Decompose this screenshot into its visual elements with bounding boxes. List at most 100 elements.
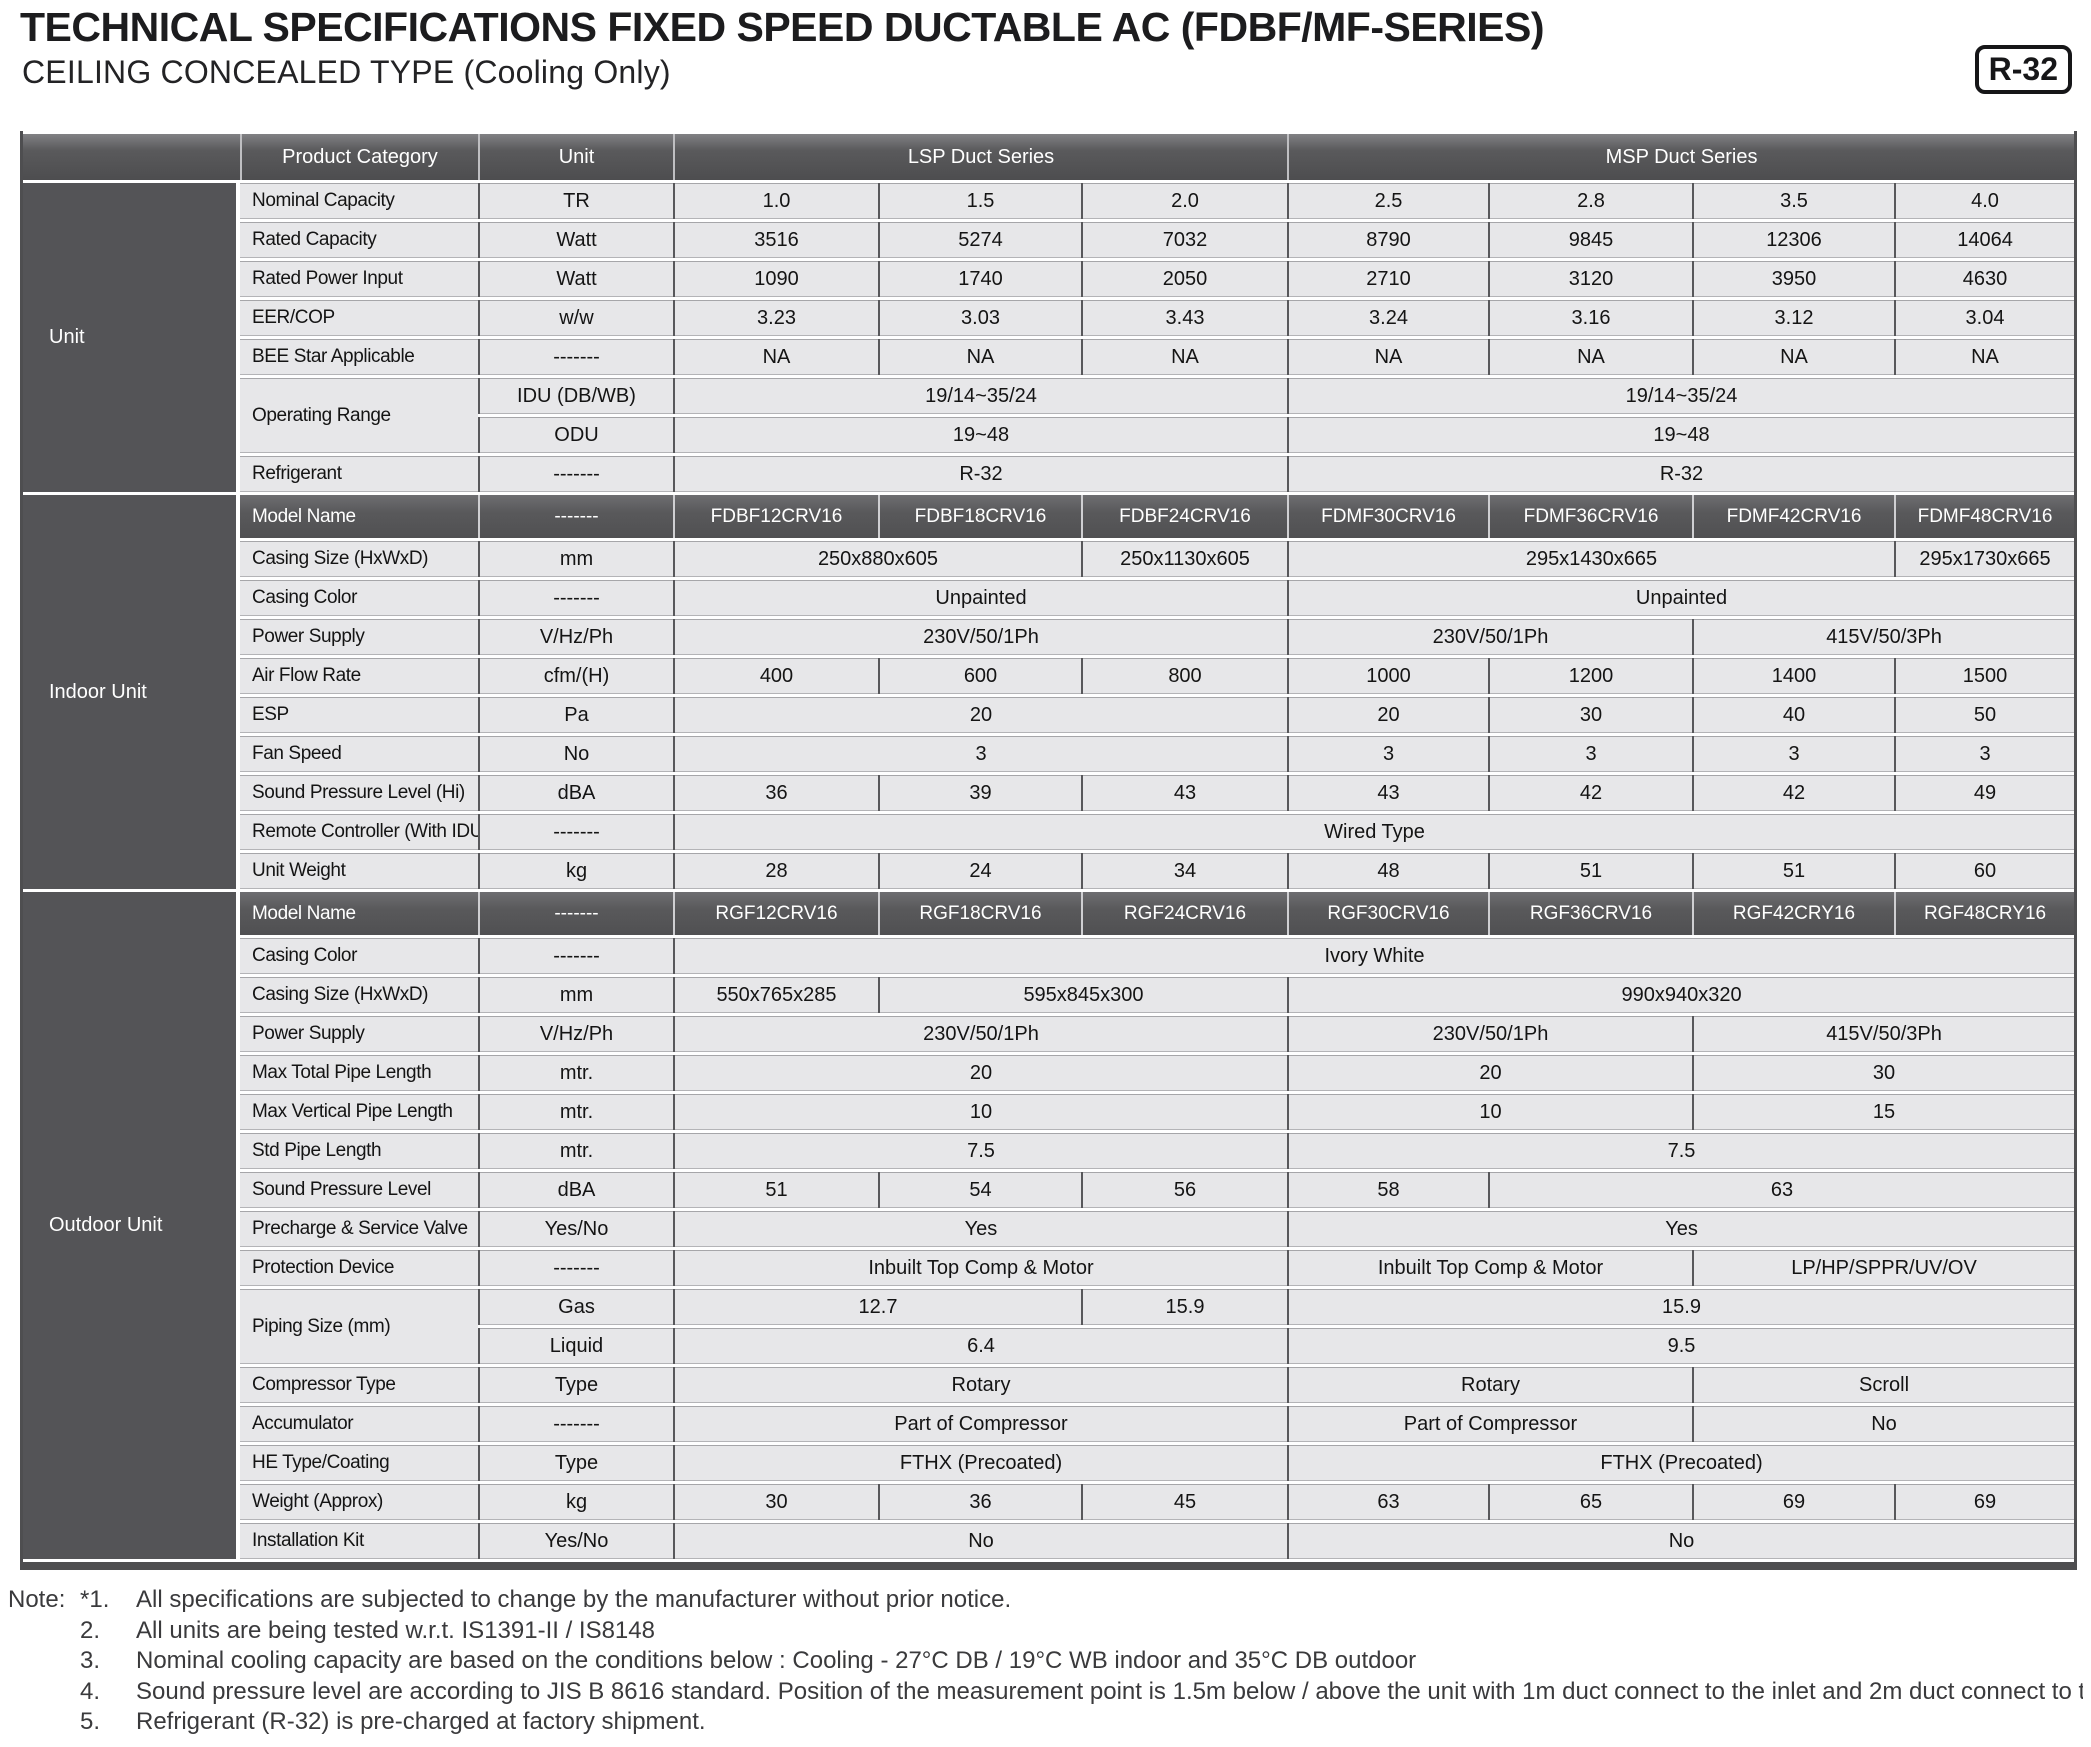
row-label: HE Type/Coating bbox=[240, 1445, 478, 1481]
row-unit: Watt bbox=[478, 222, 673, 258]
value-cell: RGF48CRY16 bbox=[1894, 892, 2075, 935]
value-cell: LP/HP/SPPR/UV/OV bbox=[1692, 1250, 2075, 1286]
row-label: Nominal Capacity bbox=[240, 183, 478, 219]
value-cell: 3 bbox=[1894, 736, 2075, 772]
value-cell: 30 bbox=[1692, 1055, 2075, 1091]
value-cell: 3 bbox=[673, 736, 1287, 772]
row-label: Std Pipe Length bbox=[240, 1133, 478, 1169]
row-unit: mtr. bbox=[478, 1055, 673, 1091]
refrigerant-badge: R-32 bbox=[1974, 45, 2072, 94]
value-cell: Rotary bbox=[1287, 1367, 1692, 1403]
row-unit: mm bbox=[478, 977, 673, 1013]
value-cell: 20 bbox=[673, 1055, 1287, 1091]
series-group-header: LSP Duct Series bbox=[673, 134, 1287, 180]
value-cell: 19~48 bbox=[673, 417, 1287, 453]
value-cell: NA bbox=[878, 339, 1081, 375]
value-cell: 3.43 bbox=[1081, 300, 1287, 336]
note-text: All specifications are subjected to chan… bbox=[136, 1586, 1012, 1613]
value-cell: No bbox=[1287, 1523, 2075, 1559]
value-cell: FDBF12CRV16 bbox=[673, 495, 878, 538]
note-text: Sound pressure level are according to JI… bbox=[136, 1677, 2083, 1705]
row-unit: Liquid bbox=[478, 1328, 673, 1364]
value-cell: 58 bbox=[1287, 1172, 1488, 1208]
row-label: Sound Pressure Level (Hi) bbox=[240, 775, 478, 811]
value-cell: 19/14~35/24 bbox=[1287, 378, 2075, 414]
value-cell: 800 bbox=[1081, 658, 1287, 694]
value-cell: 5274 bbox=[878, 222, 1081, 258]
row-unit: ------- bbox=[478, 580, 673, 616]
value-cell: Yes bbox=[1287, 1211, 2075, 1247]
value-cell: 63 bbox=[1488, 1172, 2075, 1208]
row-unit: ODU bbox=[478, 417, 673, 453]
value-cell: 20 bbox=[1287, 1055, 1692, 1091]
value-cell: 36 bbox=[878, 1484, 1081, 1520]
row-unit: mtr. bbox=[478, 1094, 673, 1130]
value-cell: FTHX (Precoated) bbox=[1287, 1445, 2075, 1481]
value-cell: 2050 bbox=[1081, 261, 1287, 297]
value-cell: FDMF48CRV16 bbox=[1894, 495, 2075, 538]
value-cell: Ivory White bbox=[673, 938, 2075, 974]
value-cell: 9.5 bbox=[1287, 1328, 2075, 1364]
value-cell: 30 bbox=[673, 1484, 878, 1520]
value-cell: FDBF18CRV16 bbox=[878, 495, 1081, 538]
value-cell: NA bbox=[1894, 339, 2075, 375]
row-label: Refrigerant bbox=[240, 456, 478, 492]
row-label: Max Vertical Pipe Length bbox=[240, 1094, 478, 1130]
row-label: Operating Range bbox=[240, 378, 478, 453]
section-label: Outdoor Unit bbox=[23, 892, 240, 1559]
value-cell: 20 bbox=[1287, 697, 1488, 733]
row-label: Rated Power Input bbox=[240, 261, 478, 297]
value-cell: 15.9 bbox=[1081, 1289, 1287, 1325]
note-number: 4. bbox=[80, 1677, 101, 1705]
value-cell: NA bbox=[1488, 339, 1692, 375]
value-cell: 250x880x605 bbox=[673, 541, 1081, 577]
value-cell: RGF12CRV16 bbox=[673, 892, 878, 935]
value-cell: 295x1430x665 bbox=[1287, 541, 1894, 577]
value-cell: 8790 bbox=[1287, 222, 1488, 258]
value-cell: 415V/50/3Ph bbox=[1692, 1016, 2075, 1052]
note-row: Note: *1. All specifications are subjected… bbox=[8, 1585, 2083, 1616]
value-cell: 550x765x285 bbox=[673, 977, 878, 1013]
value-cell: 15.9 bbox=[1287, 1289, 2075, 1325]
row-unit: Yes/No bbox=[478, 1211, 673, 1247]
value-cell: 24 bbox=[878, 853, 1081, 889]
value-cell: 295x1730x665 bbox=[1894, 541, 2075, 577]
value-cell: RGF42CRY16 bbox=[1692, 892, 1894, 935]
row-unit: Yes/No bbox=[478, 1523, 673, 1559]
row-label: Power Supply bbox=[240, 1016, 478, 1052]
value-cell: 60 bbox=[1894, 853, 2075, 889]
value-cell: 51 bbox=[1488, 853, 1692, 889]
note-row: 4. Sound pressure level are according to … bbox=[8, 1677, 2083, 1708]
row-label: Accumulator bbox=[240, 1406, 478, 1442]
row-unit: ------- bbox=[478, 339, 673, 375]
value-cell: FDMF30CRV16 bbox=[1287, 495, 1488, 538]
value-cell: No bbox=[673, 1523, 1287, 1559]
note-number: 2. bbox=[80, 1616, 101, 1644]
value-cell: 600 bbox=[878, 658, 1081, 694]
value-cell: 10 bbox=[673, 1094, 1287, 1130]
row-label: Precharge & Service Valve bbox=[240, 1211, 478, 1247]
value-cell: 56 bbox=[1081, 1172, 1287, 1208]
row-label: ESP bbox=[240, 697, 478, 733]
value-cell: Unpainted bbox=[1287, 580, 2075, 616]
value-cell: 4630 bbox=[1894, 261, 2075, 297]
value-cell: No bbox=[1692, 1406, 2075, 1442]
value-cell: 20 bbox=[673, 697, 1287, 733]
row-label: Model Name bbox=[240, 892, 478, 935]
value-cell: 1090 bbox=[673, 261, 878, 297]
value-cell: 2710 bbox=[1287, 261, 1488, 297]
page-title: TECHNICAL SPECIFICATIONS FIXED SPEED DUC… bbox=[20, 4, 1545, 50]
value-cell: Rotary bbox=[673, 1367, 1287, 1403]
row-label: Compressor Type bbox=[240, 1367, 478, 1403]
value-cell: 51 bbox=[673, 1172, 878, 1208]
value-cell: RGF18CRV16 bbox=[878, 892, 1081, 935]
value-cell: 7.5 bbox=[1287, 1133, 2075, 1169]
row-label: EER/COP bbox=[240, 300, 478, 336]
value-cell: 3.23 bbox=[673, 300, 878, 336]
row-label: Model Name bbox=[240, 495, 478, 538]
row-unit: Type bbox=[478, 1445, 673, 1481]
value-cell: 19~48 bbox=[1287, 417, 2075, 453]
row-label: Casing Color bbox=[240, 580, 478, 616]
value-cell: 1.0 bbox=[673, 183, 878, 219]
value-cell: 1.5 bbox=[878, 183, 1081, 219]
